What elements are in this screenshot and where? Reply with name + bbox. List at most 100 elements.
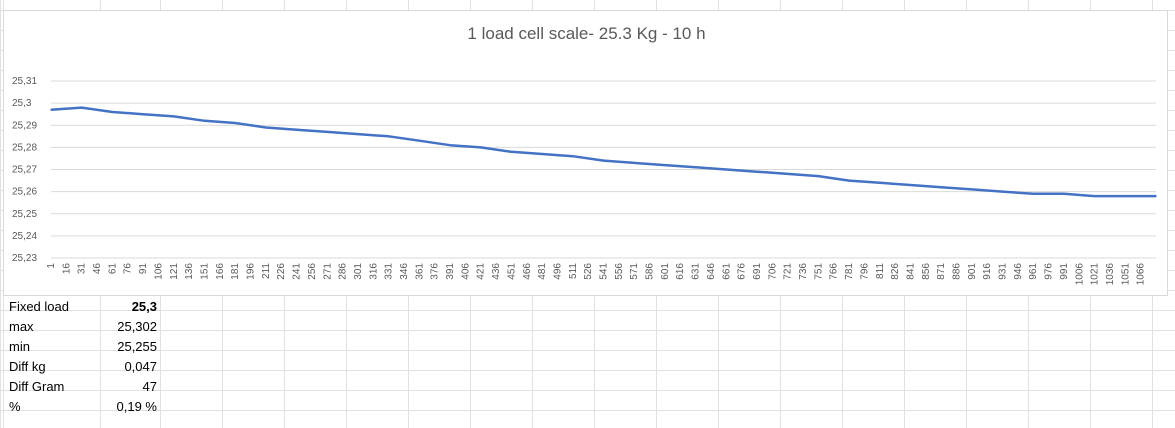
x-tick-label: 16 [61, 263, 72, 275]
x-tick-label: 646 [706, 263, 717, 280]
summary-row-fixed-load[interactable]: Fixed load 25,3 [0, 297, 160, 317]
data-point [50, 108, 52, 111]
data-point [1155, 195, 1157, 197]
data-point [1032, 193, 1035, 195]
data-point [940, 186, 942, 188]
x-tick-label: 496 [552, 263, 563, 280]
y-tick-label: 25,28 [12, 142, 37, 153]
summary-label: min [9, 339, 30, 354]
x-tick-label: 886 [951, 263, 962, 280]
x-tick-label: 691 [752, 263, 763, 280]
x-tick-label: 76 [123, 263, 134, 275]
y-tick-label: 25,26 [12, 187, 37, 198]
x-tick-label: 946 [1013, 263, 1024, 280]
x-tick-label: 616 [675, 263, 686, 280]
x-tick-label: 301 [353, 263, 364, 280]
data-point [694, 166, 697, 169]
data-point [664, 164, 666, 166]
data-point [80, 106, 83, 109]
summary-value: 0,047 [124, 359, 157, 374]
x-tick-label: 556 [614, 263, 625, 280]
data-point [817, 175, 820, 177]
summary-value: 25,302 [117, 319, 157, 334]
summary-row-diff-gram[interactable]: Diff Gram 47 [0, 377, 160, 397]
x-tick-label: 121 [169, 263, 180, 280]
data-point [479, 146, 482, 149]
x-tick-label: 526 [583, 263, 594, 280]
x-tick-label: 1066 [1136, 263, 1147, 286]
x-tick-label: 991 [1059, 263, 1070, 280]
series-line[interactable] [50, 106, 1156, 198]
x-tick-label: 856 [921, 263, 932, 280]
summary-label: % [9, 399, 21, 414]
y-tick-label: 25,31 [12, 76, 37, 87]
x-tick-label: 466 [522, 263, 533, 280]
x-tick-label: 391 [445, 263, 456, 280]
line-chart[interactable]: 1 load cell scale- 25.3 Kg - 10 h 25,23 25… [3, 10, 1168, 296]
x-tick-label: 61 [107, 263, 118, 275]
summary-row-min[interactable]: min 25,255 [0, 337, 160, 357]
data-point [909, 184, 912, 186]
x-tick-label: 901 [967, 263, 978, 280]
x-tick-label: 196 [246, 263, 257, 280]
x-tick-label: 361 [414, 263, 425, 280]
data-point [786, 173, 789, 175]
x-tick-label: 676 [737, 263, 748, 280]
x-tick-label: 961 [1028, 263, 1039, 280]
x-tick-label: 811 [875, 263, 886, 279]
x-tick-label: 181 [230, 263, 241, 280]
x-tick-label: 511 [568, 263, 579, 279]
summary-value: 47 [142, 379, 157, 394]
y-tick-label: 25,3 [12, 98, 32, 109]
summary-value: 25,3 [131, 299, 157, 314]
summary-row-max[interactable]: max 25,302 [0, 317, 160, 337]
x-tick-label: 406 [460, 263, 471, 280]
data-point [725, 168, 728, 171]
x-tick-label: 931 [998, 263, 1009, 280]
x-tick-label: 586 [645, 263, 656, 280]
data-point [449, 144, 451, 146]
data-point [203, 120, 206, 122]
x-tick-label: 766 [829, 263, 840, 280]
x-tick-label: 166 [215, 263, 226, 280]
summary-row-percent[interactable]: % 0,19 % [0, 397, 160, 417]
x-tick-label: 151 [199, 263, 210, 280]
x-tick-label: 721 [783, 263, 794, 280]
data-point [1124, 195, 1127, 197]
x-tick-label: 976 [1044, 263, 1055, 280]
summary-label: Diff Gram [9, 379, 65, 394]
data-point [510, 151, 513, 153]
x-tick-label: 796 [859, 263, 870, 280]
x-tick-label: 136 [184, 263, 195, 280]
data-point [418, 139, 421, 142]
data-point [265, 126, 267, 129]
summary-row-diff-kg[interactable]: Diff kg 0,047 [0, 357, 160, 377]
x-tick-label: 106 [153, 263, 164, 280]
x-tick-label: 1006 [1074, 263, 1085, 286]
x-tick-label: 226 [276, 263, 287, 280]
data-point [142, 113, 144, 115]
summary-label: max [9, 319, 34, 334]
x-tick-label: 481 [537, 263, 548, 280]
summary-label: Diff kg [9, 359, 46, 374]
x-tick-label: 826 [890, 263, 901, 280]
x-tick-label: 211 [261, 263, 272, 279]
data-point [326, 131, 329, 133]
x-tick-label: 1036 [1105, 263, 1116, 286]
data-point [234, 122, 236, 124]
y-tick-label: 25,29 [12, 120, 37, 131]
x-tick-label: 916 [982, 263, 993, 280]
x-tick-label: 541 [599, 263, 610, 280]
x-tick-label: 91 [138, 263, 149, 275]
x-tick-label: 871 [936, 263, 947, 280]
data-point [295, 128, 298, 131]
x-tick-label: 631 [691, 263, 702, 280]
data-point [572, 155, 574, 158]
summary-value: 25,255 [117, 339, 157, 354]
x-tick-label: 571 [629, 263, 640, 280]
x-tick-label: 1051 [1120, 263, 1131, 286]
x-tick-label: 331 [384, 263, 395, 280]
data-point [541, 153, 543, 155]
x-tick-label: 346 [399, 263, 410, 280]
x-tick-label: 781 [844, 263, 855, 280]
